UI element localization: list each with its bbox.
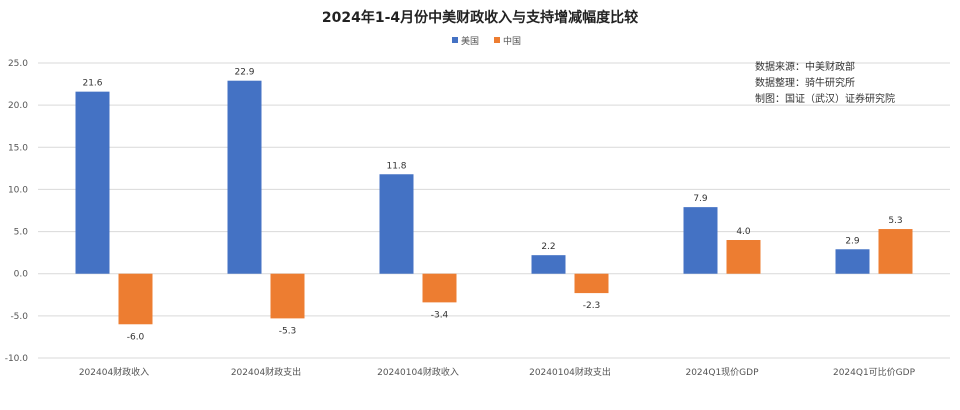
bars bbox=[75, 80, 913, 325]
bar bbox=[574, 273, 609, 294]
data-label: 2.2 bbox=[541, 242, 555, 252]
y-tick-label: 15.0 bbox=[8, 143, 28, 153]
data-label: -3.4 bbox=[431, 310, 449, 320]
data-label: 5.3 bbox=[888, 216, 902, 226]
y-tick-label: 25.0 bbox=[8, 59, 28, 69]
bar bbox=[75, 91, 110, 274]
data-label: 7.9 bbox=[693, 194, 708, 204]
data-labels: 21.6 -6.0 22.9 -5.3 11.8 -3.4 2.2 -2.3 7.9 4.0 2.9… bbox=[82, 68, 902, 343]
x-tick-label: 2024Q1现价GDP bbox=[685, 367, 759, 378]
data-label: 4.0 bbox=[736, 227, 751, 237]
chart-title: 2024年1-4月份中美财政收入与支持增减幅度比较 bbox=[322, 9, 638, 26]
y-tick-label: -10.0 bbox=[5, 354, 29, 364]
x-tick-label: 2024Q1可比价GDP bbox=[833, 366, 916, 378]
data-label: 21.6 bbox=[82, 79, 102, 89]
x-tick-label: 202404财政支出 bbox=[231, 366, 301, 378]
legend-swatch bbox=[494, 37, 500, 43]
compiler-note: 数据整理：骑牛研究所 bbox=[755, 76, 855, 89]
data-label: 22.9 bbox=[234, 68, 254, 78]
bar bbox=[422, 273, 457, 303]
y-axis: 25.0 20.0 15.0 10.0 5.0 0.0 -5.0 -10.0 bbox=[5, 59, 29, 364]
legend: 美国 中国 bbox=[452, 35, 521, 47]
y-tick-label: 0.0 bbox=[14, 270, 29, 280]
data-label: -5.3 bbox=[279, 326, 297, 336]
bar bbox=[878, 229, 913, 274]
y-tick-label: 10.0 bbox=[8, 185, 28, 195]
x-tick-label: 202404财政收入 bbox=[79, 366, 149, 378]
legend-swatch bbox=[452, 37, 458, 43]
bar bbox=[118, 273, 153, 325]
bar bbox=[726, 240, 761, 274]
y-tick-label: -5.0 bbox=[10, 312, 28, 322]
data-label: 2.9 bbox=[845, 236, 860, 246]
x-axis: 202404财政收入 202404财政支出 20240104财政收入 20240104… bbox=[79, 366, 916, 378]
bar bbox=[835, 249, 870, 274]
bar bbox=[227, 80, 262, 274]
legend-label: 美国 bbox=[461, 35, 479, 47]
data-label: 11.8 bbox=[386, 161, 406, 171]
chart-maker-note: 制图：国证（武汉）证券研究院 bbox=[755, 92, 895, 105]
y-tick-label: 5.0 bbox=[14, 228, 29, 238]
bar bbox=[270, 273, 305, 319]
source-note: 数据来源：中美财政部 bbox=[755, 60, 855, 73]
source-notes: 数据来源：中美财政部 数据整理：骑牛研究所 制图：国证（武汉）证券研究院 bbox=[755, 60, 895, 105]
x-tick-label: 20240104财政支出 bbox=[529, 366, 611, 378]
bar bbox=[683, 207, 718, 274]
gridlines bbox=[38, 62, 950, 359]
data-label: -6.0 bbox=[127, 332, 145, 342]
data-label: -2.3 bbox=[583, 301, 601, 311]
legend-label: 中国 bbox=[503, 35, 521, 47]
bar bbox=[379, 174, 414, 274]
x-tick-label: 20240104财政收入 bbox=[377, 366, 459, 378]
bar bbox=[531, 255, 566, 274]
y-tick-label: 20.0 bbox=[8, 101, 28, 111]
